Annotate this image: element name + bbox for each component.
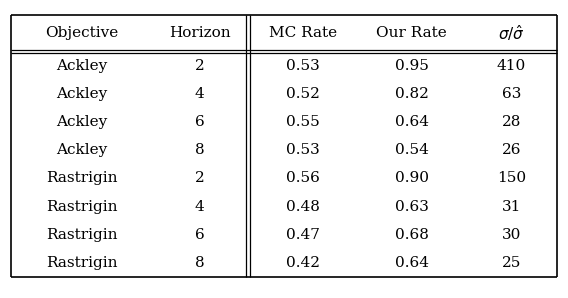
Text: Rastrigin: Rastrigin [45,200,117,214]
Text: 6: 6 [195,228,204,242]
Text: 0.95: 0.95 [395,59,429,73]
Text: 410: 410 [497,59,526,73]
Text: Our Rate: Our Rate [377,26,447,40]
Text: 0.64: 0.64 [395,115,429,129]
Text: 2: 2 [195,171,204,185]
Text: 8: 8 [195,256,204,270]
Text: 0.82: 0.82 [395,87,429,101]
Text: 0.68: 0.68 [395,228,429,242]
Text: 0.56: 0.56 [286,171,320,185]
Text: Ackley: Ackley [56,143,107,157]
Text: Ackley: Ackley [56,87,107,101]
Text: 2: 2 [195,59,204,73]
Text: 63: 63 [502,87,521,101]
Text: Ackley: Ackley [56,115,107,129]
Text: 0.48: 0.48 [286,200,320,214]
Text: 30: 30 [502,228,521,242]
Text: Objective: Objective [45,26,118,40]
Text: 25: 25 [502,256,521,270]
Text: 150: 150 [497,171,526,185]
Text: 28: 28 [502,115,521,129]
Text: 6: 6 [195,115,204,129]
Text: Ackley: Ackley [56,59,107,73]
Text: 4: 4 [195,200,204,214]
Text: 0.53: 0.53 [286,59,320,73]
Text: 0.55: 0.55 [286,115,320,129]
Text: Rastrigin: Rastrigin [45,171,117,185]
Text: 0.47: 0.47 [286,228,320,242]
Text: 4: 4 [195,87,204,101]
Text: Horizon: Horizon [169,26,231,40]
Text: 0.42: 0.42 [286,256,320,270]
Text: $\sigma/\hat{\sigma}$: $\sigma/\hat{\sigma}$ [498,23,525,43]
Text: 31: 31 [502,200,521,214]
Text: 0.63: 0.63 [395,200,429,214]
Text: 8: 8 [195,143,204,157]
Text: 0.53: 0.53 [286,143,320,157]
Text: 26: 26 [502,143,521,157]
Text: 0.90: 0.90 [395,171,429,185]
Text: 0.64: 0.64 [395,256,429,270]
Text: Rastrigin: Rastrigin [45,256,117,270]
Text: Rastrigin: Rastrigin [45,228,117,242]
Text: MC Rate: MC Rate [269,26,337,40]
Text: 0.54: 0.54 [395,143,429,157]
Text: 0.52: 0.52 [286,87,320,101]
